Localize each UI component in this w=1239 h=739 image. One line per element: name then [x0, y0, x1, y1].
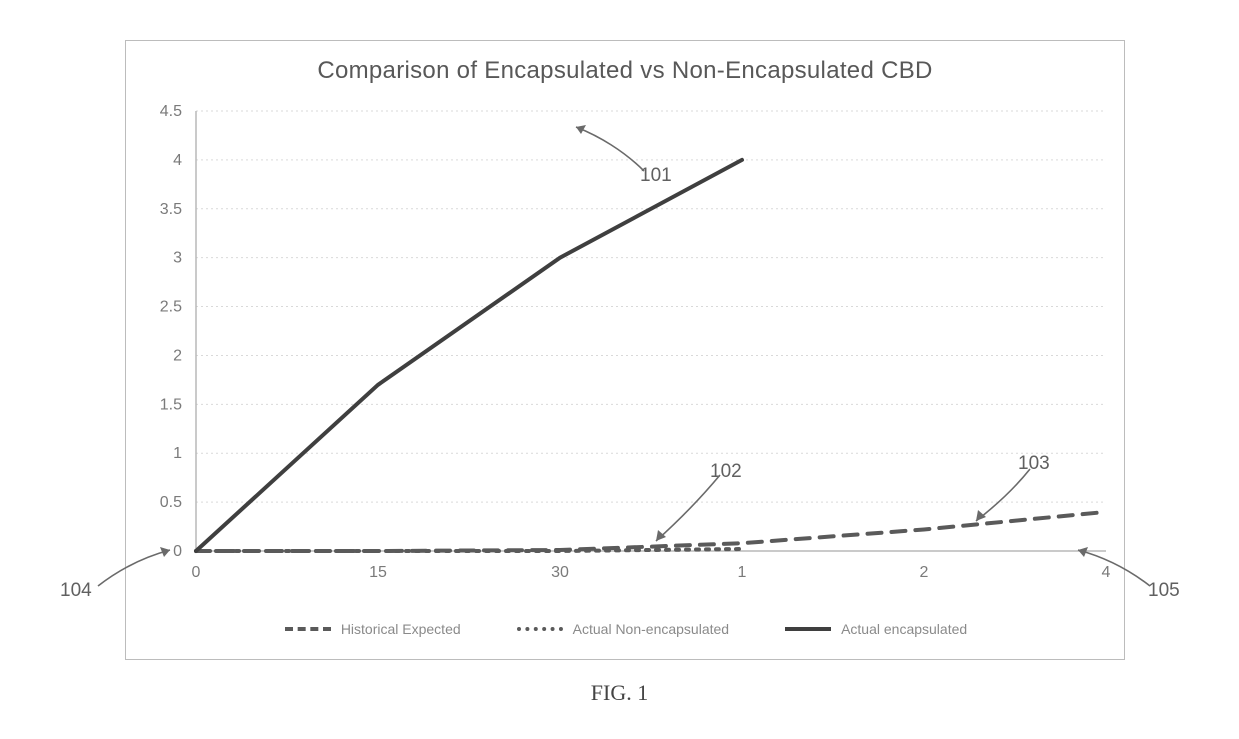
callout-103: 103 [1018, 453, 1050, 475]
svg-text:1.5: 1.5 [160, 396, 182, 413]
svg-text:30: 30 [551, 564, 569, 581]
svg-text:3: 3 [173, 250, 182, 267]
figure-caption: FIG. 1 [0, 680, 1239, 706]
page-root: Comparison of Encapsulated vs Non-Encaps… [0, 0, 1239, 739]
svg-text:0.5: 0.5 [160, 494, 182, 511]
callout-105: 105 [1148, 580, 1180, 602]
legend-swatch [285, 627, 331, 631]
svg-text:2: 2 [173, 347, 182, 364]
svg-text:0: 0 [192, 564, 201, 581]
callout-104-label: 104 [60, 580, 92, 601]
callout-103-arrow-icon [962, 465, 1042, 535]
legend-label: Actual encapsulated [841, 621, 967, 637]
legend-item: Actual Non-encapsulated [517, 621, 729, 637]
legend-swatch [517, 627, 563, 631]
chart-title: Comparison of Encapsulated vs Non-Encaps… [126, 41, 1124, 85]
callout-105-arrow-icon [1066, 542, 1156, 592]
legend-label: Historical Expected [341, 621, 461, 637]
svg-text:2.5: 2.5 [160, 299, 182, 316]
legend-label: Actual Non-encapsulated [573, 621, 729, 637]
callout-102: 102 [710, 461, 742, 483]
callout-101: 101 [640, 165, 672, 187]
svg-text:1: 1 [738, 564, 747, 581]
legend-item: Historical Expected [285, 621, 461, 637]
legend-swatch [785, 627, 831, 631]
svg-text:15: 15 [369, 564, 387, 581]
svg-text:4: 4 [173, 152, 182, 169]
callout-104: 104 [60, 580, 92, 602]
svg-text:4.5: 4.5 [160, 103, 182, 120]
callout-101-arrow-icon [564, 111, 654, 181]
callout-102-arrow-icon [642, 471, 732, 553]
callout-104-arrow-icon [92, 542, 182, 592]
svg-text:2: 2 [920, 564, 929, 581]
legend-item: Actual encapsulated [785, 621, 967, 637]
svg-text:1: 1 [173, 445, 182, 462]
svg-text:3.5: 3.5 [160, 201, 182, 218]
chart-legend: Historical Expected Actual Non-encapsulat… [126, 609, 1126, 649]
